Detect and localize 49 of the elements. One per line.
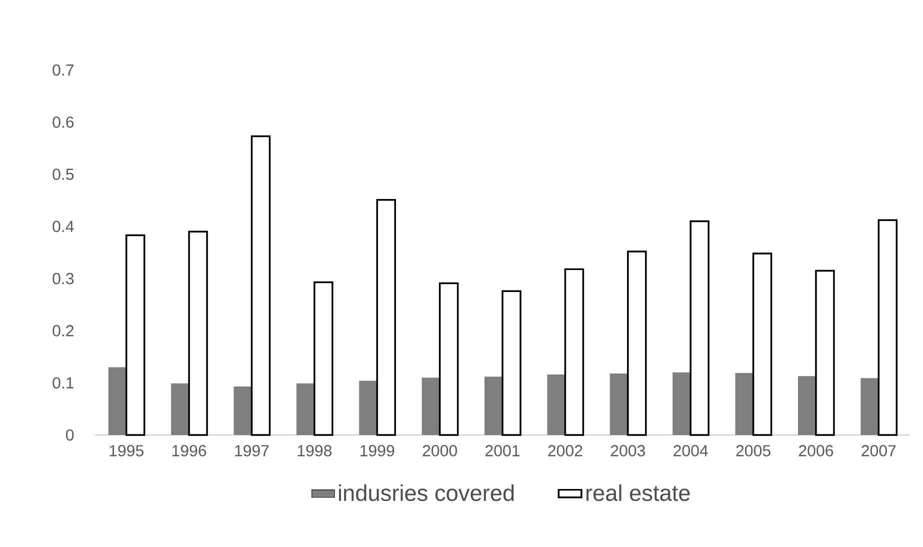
bar	[484, 376, 503, 436]
bar	[438, 282, 459, 436]
x-tick-label: 1998	[298, 445, 332, 456]
bar	[610, 373, 628, 436]
bar	[815, 270, 835, 436]
x-tick-label: 2003	[610, 445, 645, 456]
bar	[376, 198, 396, 436]
y-tick-label: 0.7	[52, 64, 74, 76]
y-tick-label: 0.1	[52, 377, 74, 389]
bar	[502, 290, 522, 436]
bar	[752, 252, 772, 436]
x-tick-label: 2007	[862, 445, 896, 456]
x-tick-label: 1999	[360, 445, 394, 456]
bar	[234, 386, 252, 436]
x-tick-label: 1995	[110, 445, 144, 456]
x-tick-label: 2001	[486, 445, 520, 456]
y-tick-label: 0.5	[52, 168, 74, 180]
bar	[108, 367, 126, 436]
y-tick-label: 0	[66, 429, 74, 441]
bar	[250, 135, 271, 436]
bar	[359, 380, 378, 436]
x-tick-label: 2004	[674, 445, 708, 456]
bar	[422, 378, 440, 436]
x-tick-label: 1996	[172, 445, 206, 456]
bar	[798, 376, 816, 436]
bar	[188, 230, 208, 436]
bar	[314, 281, 334, 436]
x-tick-label: 2002	[548, 445, 582, 456]
y-tick-label: 0.4	[52, 220, 74, 232]
y-tick-label: 0.6	[52, 116, 74, 128]
bar	[860, 378, 879, 436]
bar	[296, 383, 314, 436]
bar	[672, 372, 691, 436]
x-tick-label: 2000	[422, 445, 457, 456]
bar	[564, 268, 584, 436]
x-tick-label: 2006	[798, 445, 834, 456]
bar	[627, 250, 647, 436]
bar	[690, 220, 710, 436]
legend-label: indusries covered	[339, 484, 514, 502]
bar	[547, 374, 566, 436]
legend-label: real estate	[586, 484, 690, 502]
x-tick-label: 1997	[235, 445, 269, 456]
bar	[125, 234, 146, 436]
y-tick-label: 0.2	[52, 325, 74, 336]
y-tick-label: 0.3	[52, 272, 74, 284]
bar	[735, 372, 754, 436]
x-tick-label: 2005	[736, 445, 770, 456]
bar	[878, 219, 898, 436]
bar	[171, 383, 190, 436]
